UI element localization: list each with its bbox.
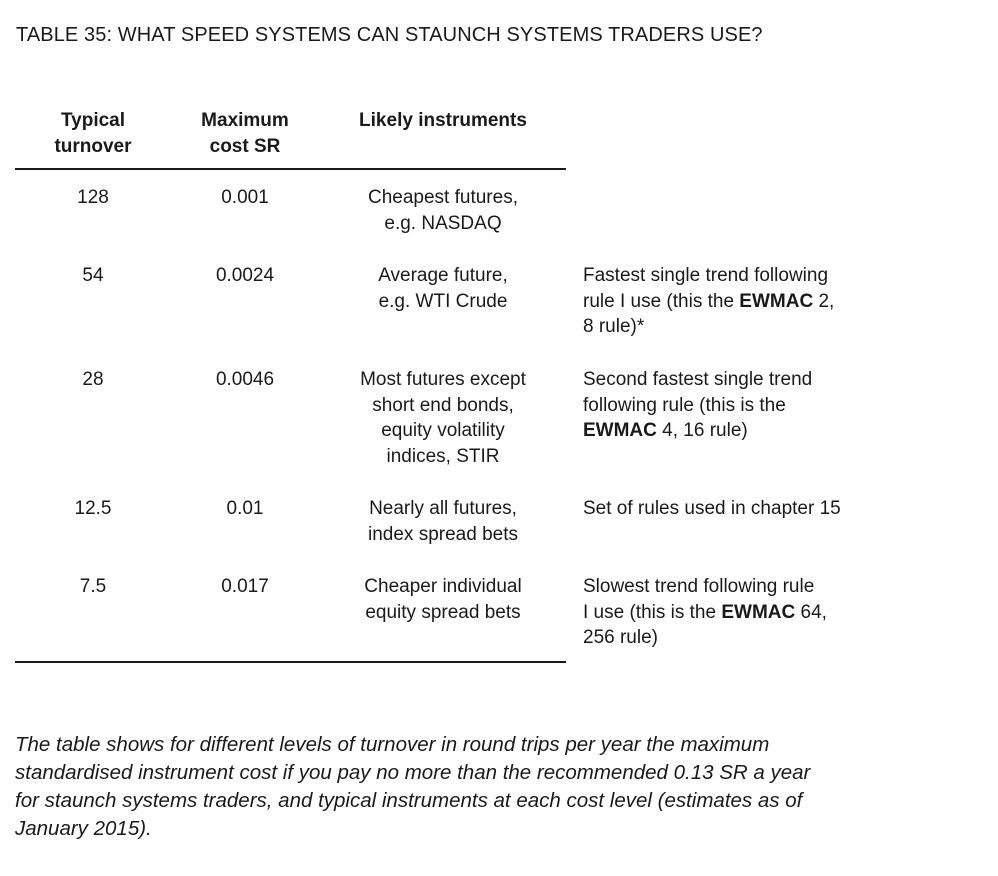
note-text: Second fastest single trend [583,369,813,390]
cell-turnover: 7.5 [79,576,107,597]
cell-instruments: Average future, e.g. WTI Crude [378,265,508,312]
note-text: 64, [795,601,827,623]
cell-max-cost: 0.0046 [215,369,275,390]
cell-instruments: Cheapest futures, e.g. NASDAQ [368,187,518,234]
cell-instruments: Nearly all futures, index spread bets [368,498,518,545]
note-line: Fastest single trend following [583,263,983,289]
header-likely-instruments: Likely instruments [359,110,527,131]
caption-line: The table shows for different levels of … [15,733,770,756]
note-text: Slowest trend following rule [583,576,815,597]
header-typical-turnover: Typical turnover [54,110,132,157]
note-text: following rule (this is the [583,394,786,416]
cell-note: Set of rules used in chapter 15 [583,496,983,522]
cell-max-cost: 0.01 [226,498,264,519]
note-emphasis: EWMAC [583,420,657,441]
note-text: 256 rule) [583,627,658,648]
note-line: EWMAC 4, 16 rule) [583,418,983,444]
caption-line: for staunch systems traders, and typical… [15,789,803,812]
cell-turnover: 128 [77,187,109,208]
cell-note: Slowest trend following rule I use (this … [583,574,983,651]
cell-max-cost: 0.017 [221,576,269,597]
note-line: 256 rule) [583,625,983,651]
table-title: TABLE 35: WHAT SPEED SYSTEMS CAN STAUNCH… [16,24,763,46]
note-text: 2, [813,290,835,312]
cell-max-cost: 0.001 [221,187,269,208]
note-text: 4, 16 rule) [656,420,748,441]
note-line: 8 rule)* [583,314,983,340]
cell-instruments: Most futures except short end bonds, equ… [360,369,526,467]
note-line: Slowest trend following rule [583,574,983,600]
table-bottom-rule [15,661,566,663]
note-line: Second fastest single trend [583,367,983,393]
note-text: I use (this is the [583,601,722,623]
table-caption: The table shows for different levels of … [15,731,975,843]
note-text: rule I use (this the [583,290,740,312]
cell-turnover: 54 [82,265,104,286]
header-maximum-cost-sr: Maximum cost SR [201,110,289,157]
note-line: Set of rules used in chapter 15 [583,496,983,522]
note-text: 8 rule)* [583,316,645,337]
cell-turnover: 12.5 [74,498,112,519]
note-line: rule I use (this the EWMAC 2, [583,289,983,315]
cell-note: Fastest single trend following rule I use… [583,263,983,340]
cell-max-cost: 0.0024 [215,265,275,286]
note-emphasis: EWMAC [721,601,796,623]
cell-note: Second fastest single trend following rul… [583,367,983,444]
note-text: Set of rules used in chapter 15 [583,498,841,519]
table-top-rule [15,168,566,170]
cell-instruments: Cheaper individual equity spread bets [364,576,522,623]
note-line: following rule (this is the [583,393,983,419]
note-text: Fastest single trend following [583,265,829,286]
caption-line: January 2015). [15,817,152,840]
note-line: I use (this is the EWMAC 64, [583,600,983,626]
cell-turnover: 28 [82,369,104,390]
note-emphasis: EWMAC [739,290,814,312]
caption-line: standardised instrument cost if you pay … [15,761,811,784]
